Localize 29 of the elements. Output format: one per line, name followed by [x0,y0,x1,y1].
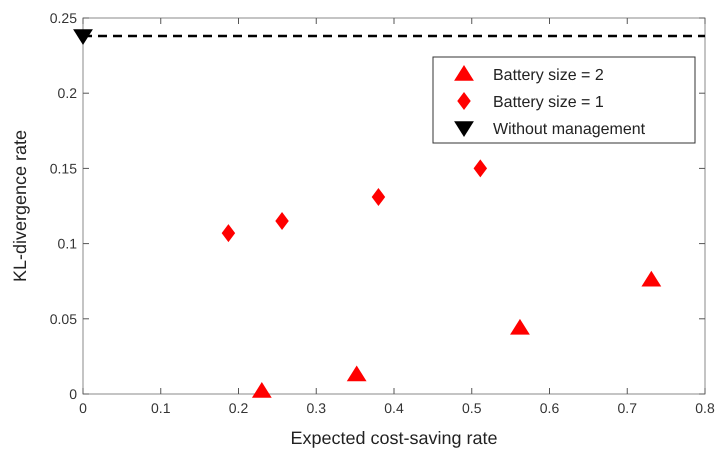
point [252,382,272,398]
point [474,159,488,178]
point [372,188,386,206]
x-tick-label: 0 [79,400,88,416]
x-tick-label: 0.8 [695,400,715,416]
x-tick-label: 0.1 [151,400,171,416]
x-tick-label: 0.7 [618,400,638,416]
y-tick-label: 0.1 [58,236,78,252]
y-axis-title: KL-divergence rate [10,130,30,282]
legend-label: Battery size = 2 [493,67,604,84]
point [641,270,662,286]
point [346,365,367,382]
x-tick-label: 0.2 [228,400,248,416]
legend-label: Battery size = 1 [493,94,604,111]
x-tick-label: 0.6 [540,400,560,416]
y-tick-label: 0.2 [58,85,78,102]
y-tick-label: 0.05 [50,310,78,327]
point [73,29,93,46]
x-tick-label: 0.5 [462,400,482,416]
y-tick-label: 0.15 [50,160,78,176]
y-tick-label: 0.25 [50,10,78,26]
x-tick-label: 0.4 [384,400,404,416]
x-tick-label: 0.3 [306,400,326,416]
y-tick-label: 0 [69,386,78,402]
x-axis-title: Expected cost-saving rate [290,428,498,448]
point [275,212,289,230]
point [510,318,530,335]
legend-label: Without management [493,121,646,138]
point [222,224,236,242]
